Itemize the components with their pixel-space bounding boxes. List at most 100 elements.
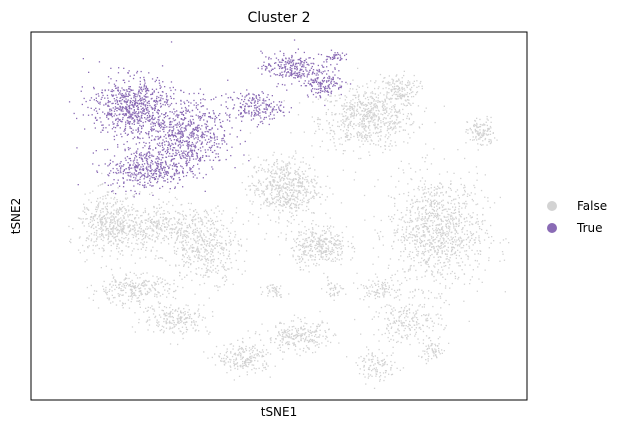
point-false: [282, 193, 284, 195]
point-false: [483, 134, 485, 136]
point-false: [119, 223, 121, 225]
point-false: [125, 237, 127, 239]
point-false: [289, 172, 291, 174]
point-false: [332, 249, 335, 251]
point-false: [368, 122, 370, 124]
point-false: [332, 260, 334, 262]
point-false: [330, 241, 332, 243]
point-false: [182, 237, 184, 239]
point-false: [442, 276, 444, 278]
point-false: [124, 225, 126, 227]
point-false: [212, 245, 215, 247]
point-false: [398, 122, 400, 124]
point-false: [117, 225, 120, 227]
point-false: [437, 202, 439, 204]
point-false: [370, 105, 372, 108]
point-false: [182, 244, 184, 246]
point-false: [377, 256, 380, 258]
point-false: [113, 213, 115, 216]
point-false: [133, 248, 135, 250]
point-false: [438, 203, 440, 205]
point-false: [100, 217, 103, 219]
point-false: [156, 296, 158, 298]
point-false: [196, 246, 199, 248]
point-false: [476, 124, 478, 126]
point-false: [292, 247, 294, 249]
point-false: [286, 186, 288, 188]
point-false: [275, 325, 277, 327]
point-false: [106, 209, 108, 211]
point-false: [225, 244, 227, 246]
point-false: [337, 125, 339, 127]
point-false: [387, 267, 389, 269]
point-false: [288, 187, 290, 189]
point-false: [152, 286, 154, 289]
point-false: [489, 130, 491, 132]
point-false: [97, 222, 99, 224]
point-false: [301, 201, 303, 204]
point-false: [488, 138, 490, 141]
point-false: [274, 176, 276, 179]
point-false: [389, 98, 391, 101]
point-false: [370, 101, 372, 104]
point-false: [125, 282, 128, 284]
point-false: [249, 359, 252, 362]
point-false: [439, 297, 442, 299]
point-false: [455, 243, 457, 246]
point-false: [189, 313, 191, 316]
point-false: [462, 228, 464, 230]
point-false: [327, 149, 329, 151]
point-false: [92, 190, 94, 192]
point-false: [125, 198, 127, 200]
point-false: [151, 218, 153, 220]
point-false: [177, 235, 179, 237]
point-false: [442, 220, 444, 223]
point-false: [305, 176, 307, 178]
point-false: [144, 283, 146, 285]
point-false: [460, 257, 462, 260]
point-false: [337, 251, 339, 253]
point-false: [311, 234, 313, 236]
point-false: [330, 95, 332, 97]
point-false: [167, 221, 170, 223]
point-false: [279, 180, 281, 182]
point-false: [473, 139, 475, 141]
point-false: [420, 224, 422, 226]
point-false: [183, 264, 185, 266]
point-false: [124, 197, 127, 199]
point-false: [145, 256, 147, 258]
point-false: [380, 122, 382, 124]
point-false: [212, 222, 214, 224]
point-false: [146, 293, 148, 295]
point-false: [231, 267, 233, 269]
point-false: [408, 253, 410, 255]
point-false: [109, 225, 111, 227]
point-false: [367, 111, 369, 113]
point-false: [194, 209, 197, 211]
point-false: [178, 320, 180, 322]
point-false: [223, 247, 225, 249]
point-false: [270, 341, 272, 344]
point-false: [248, 363, 250, 366]
point-false: [122, 302, 124, 304]
point-false: [298, 256, 300, 258]
point-false: [285, 329, 287, 332]
point-false: [157, 238, 159, 240]
point-false: [290, 207, 292, 209]
point-false: [325, 231, 327, 233]
point-false: [314, 351, 317, 353]
point-false: [180, 221, 183, 224]
point-false: [282, 196, 284, 199]
point-false: [325, 251, 327, 254]
point-false: [153, 230, 155, 232]
point-false: [379, 139, 382, 141]
point-false: [405, 231, 407, 233]
point-false: [454, 239, 456, 241]
point-false: [309, 340, 311, 343]
point-false: [377, 113, 379, 115]
point-false: [397, 88, 400, 90]
point-false: [448, 342, 450, 344]
point-false: [421, 85, 423, 87]
point-false: [175, 264, 177, 266]
point-false: [338, 234, 340, 237]
